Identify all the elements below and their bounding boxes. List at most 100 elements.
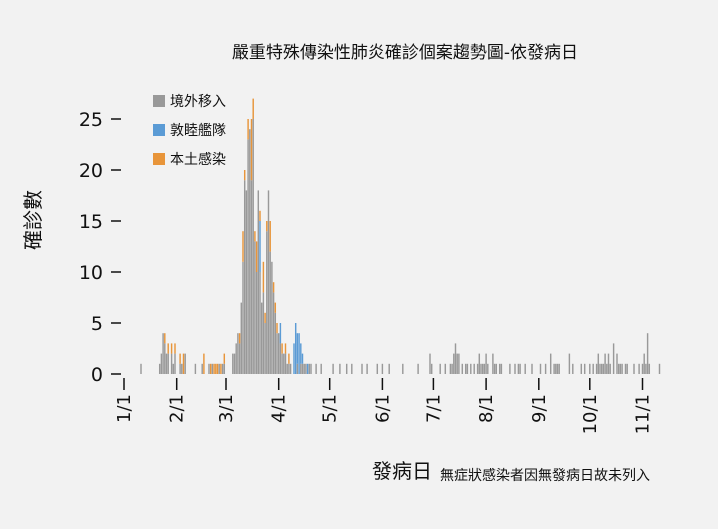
bar-local (281, 343, 283, 354)
bar-imported (617, 363, 620, 374)
bar-imported (646, 333, 649, 374)
bar-imported (281, 353, 283, 374)
bar-imported (549, 353, 552, 374)
bar-local (264, 312, 266, 323)
bar-imported (247, 139, 249, 374)
bar-imported (284, 353, 287, 374)
bar-imported (600, 363, 603, 374)
bar-imported (612, 343, 615, 374)
bar-imported (361, 363, 363, 374)
bar-imported (160, 353, 163, 374)
x-tick-label: 4/1 (269, 394, 290, 423)
bar-local (247, 119, 249, 140)
bar-imported (257, 190, 260, 374)
bar-imported (167, 353, 169, 374)
bar-imported (444, 363, 447, 374)
bar-imported (201, 363, 203, 374)
x-axis-label: 發病日 (372, 459, 432, 483)
bar-local (269, 221, 271, 252)
bar-imported (633, 363, 635, 374)
bar-imported (524, 363, 526, 374)
bar-imported (514, 363, 516, 374)
bar-imported (339, 363, 341, 374)
bar-imported (456, 353, 458, 374)
bar-imported (648, 363, 651, 374)
x-tick-label: 11/1 (633, 394, 654, 434)
bar-navy-fleet (259, 221, 261, 272)
bar-imported (509, 363, 511, 374)
y-tick-label: 15 (79, 211, 103, 233)
bar-imported (233, 353, 236, 374)
bar-local (284, 343, 287, 354)
x-tick-label: 2/1 (167, 394, 188, 423)
bar-local (174, 343, 176, 354)
bar-imported (580, 363, 583, 374)
bar-imported (568, 353, 571, 374)
bar-imported (500, 363, 503, 374)
bar-local (243, 170, 246, 181)
bar-imported (616, 353, 618, 374)
bar-imported (289, 363, 292, 374)
bar-imported (555, 363, 557, 374)
y-axis-label: 確診數 (21, 190, 45, 250)
bar-imported (279, 343, 282, 374)
bar-imported (498, 363, 501, 374)
bar-imported (454, 343, 457, 374)
bar-local (209, 363, 212, 374)
bar-imported (595, 363, 598, 374)
x-tick-label: 6/1 (372, 394, 393, 423)
bar-imported (184, 353, 186, 374)
bar-imported (449, 363, 452, 374)
bar-local (170, 343, 173, 354)
bar-navy-fleet (301, 353, 304, 364)
bar-navy-fleet (298, 333, 300, 374)
y-tick-label: 25 (79, 109, 103, 131)
bar-local (274, 302, 277, 313)
bar-imported (495, 363, 498, 374)
bar-imported (481, 363, 484, 374)
bar-navy-fleet (296, 333, 299, 364)
y-axis: 0 5 10 15 20 25 (79, 109, 121, 386)
bar-imported (254, 241, 256, 374)
bars-group (140, 98, 661, 374)
bar-imported (174, 353, 176, 374)
bar-imported (624, 363, 627, 374)
bar-imported (539, 363, 542, 374)
bar-local (215, 363, 217, 374)
bar-imported (388, 363, 390, 374)
bar-imported (345, 363, 348, 374)
x-tick-label: 9/1 (529, 394, 550, 423)
bar-imported (320, 363, 322, 374)
y-tick-label: 5 (91, 313, 103, 335)
bar-imported (301, 363, 304, 374)
bar-imported (162, 333, 164, 374)
bar-local (179, 353, 181, 364)
bar-imported (645, 363, 647, 374)
x-tick-label: 7/1 (423, 394, 444, 423)
bar-imported (519, 363, 521, 374)
bar-local (167, 343, 169, 354)
legend-imported-swatch (153, 95, 165, 107)
bar-imported (556, 363, 559, 374)
bar-imported (461, 363, 464, 374)
bar-imported (473, 363, 475, 374)
x-tick-label: 8/1 (476, 394, 497, 423)
bar-imported (300, 363, 302, 374)
bar-imported (583, 363, 586, 374)
bar-imported (604, 353, 606, 374)
bar-navy-fleet (293, 343, 295, 374)
bar-imported (308, 363, 311, 374)
x-tick-label: 1/1 (114, 394, 135, 423)
legend-local-label: 本土感染 (170, 151, 226, 168)
bar-local (182, 353, 185, 374)
bar-imported (544, 363, 547, 374)
bar-imported (238, 343, 241, 374)
bar-imported (621, 363, 623, 374)
bar-local (276, 323, 278, 334)
bar-local (252, 98, 254, 119)
bar-imported (589, 363, 591, 374)
bar-imported (602, 363, 605, 374)
bar-local (238, 333, 241, 344)
bar-imported (267, 190, 270, 374)
